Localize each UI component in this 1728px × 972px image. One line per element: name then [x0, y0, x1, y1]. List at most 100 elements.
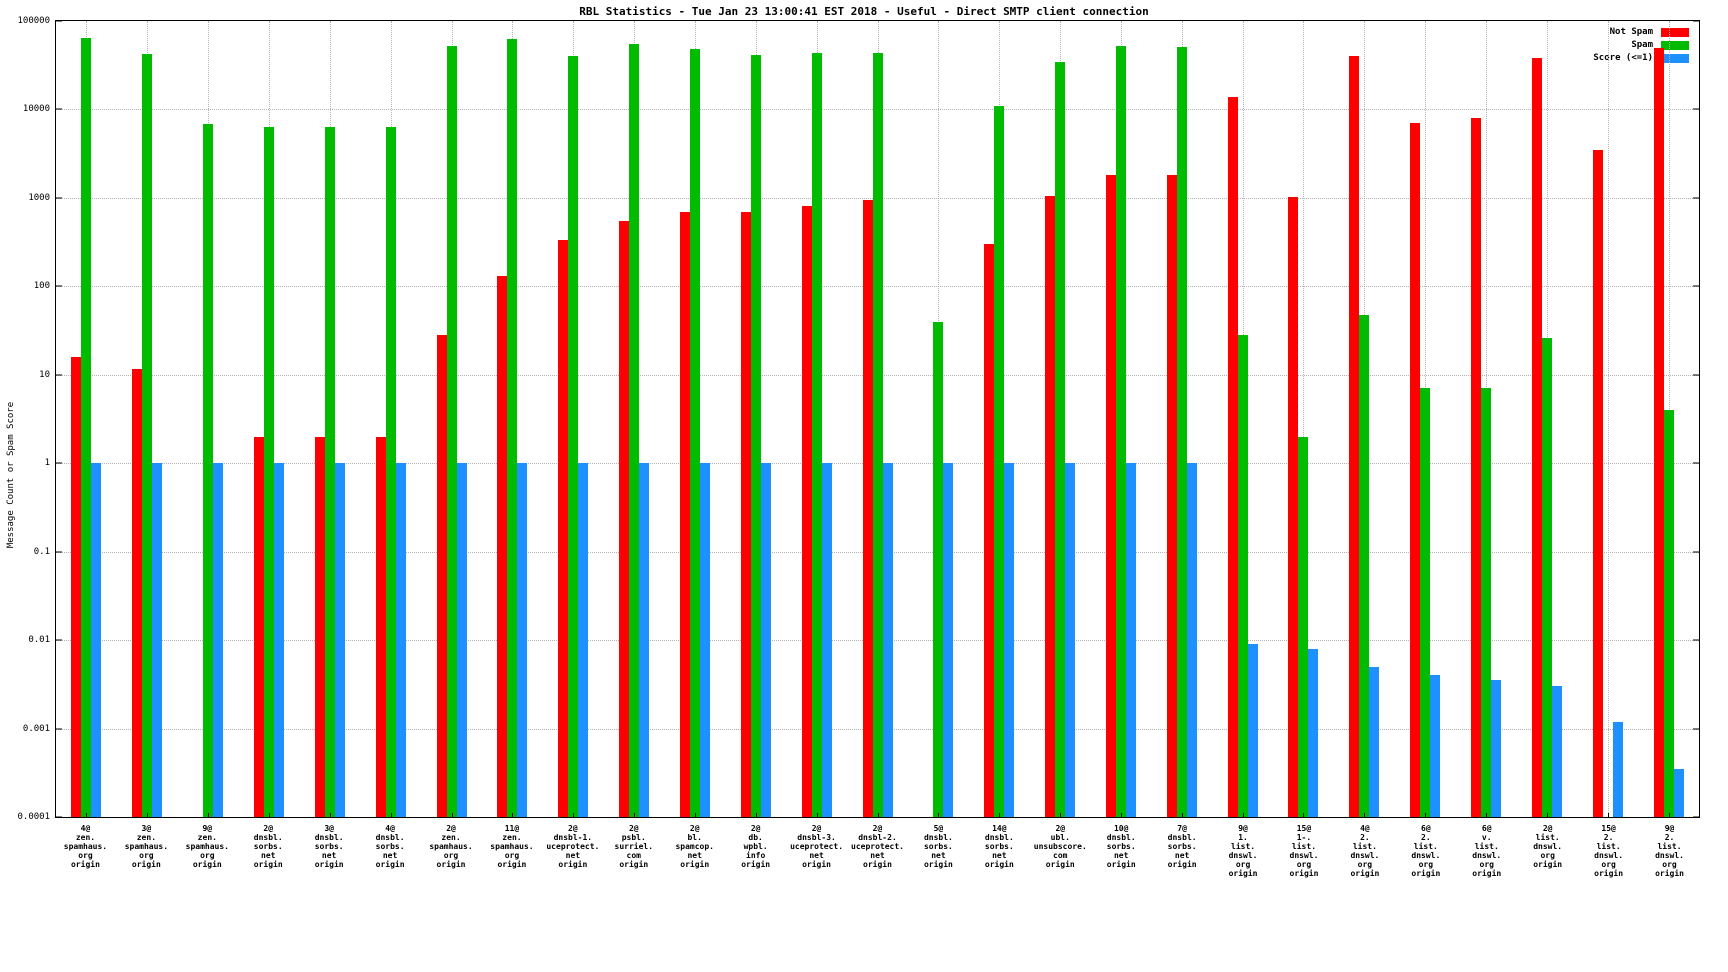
y-tick-label: 0.01 [28, 635, 50, 646]
bar-group [984, 21, 1015, 817]
x-tick-label: 4@ dnsbl. sorbs. net origin [375, 824, 405, 869]
bar-score-1 [821, 463, 832, 817]
bar-spam [689, 49, 700, 817]
bar-group [1105, 21, 1136, 817]
bar-not-spam [801, 205, 812, 817]
bar-spam [811, 53, 822, 817]
x-tick-label: 9@ 2. list. dnswl. org origin [1655, 824, 1684, 878]
bar-score-1 [91, 463, 102, 817]
x-tick-label: 2@ dnsbl-2. uceprotect. net origin [851, 824, 904, 869]
x-tick-label: 2@ bl. spamcop. net origin [675, 824, 714, 869]
bar-score-1 [699, 463, 710, 817]
bar-spam [263, 127, 274, 817]
x-tick-label: 4@ zen. spamhaus. org origin [63, 824, 108, 869]
bar-score-1 [213, 463, 224, 817]
x-tick-label: 15@ 2. list. dnswl. org origin [1594, 824, 1624, 878]
bar-spam [1541, 338, 1552, 817]
bar-score-1 [639, 463, 650, 817]
y-tick-mark [56, 197, 62, 199]
bar-not-spam [1105, 175, 1116, 817]
chart-title: RBL Statistics - Tue Jan 23 13:00:41 EST… [579, 5, 1149, 18]
bar-group [1410, 21, 1441, 817]
bar-spam [872, 52, 883, 817]
x-tick-mark [694, 813, 696, 818]
x-tick-mark [573, 813, 575, 818]
x-tick-label: 15@ 1-. list. dnswl. org origin [1289, 824, 1319, 878]
bar-spam [1237, 335, 1248, 817]
bar-score-1 [456, 463, 467, 817]
y-tick-label: 100 [33, 281, 50, 292]
x-tick-label: 2@ dnsbl-3. uceprotect. net origin [790, 824, 844, 869]
bar-spam [446, 46, 457, 817]
bar-spam [1481, 388, 1492, 817]
legend-swatch-not-spam [1661, 27, 1689, 37]
x-tick-mark [390, 813, 392, 818]
bar-score-1 [395, 463, 406, 817]
x-tick-mark [1364, 813, 1366, 818]
x-tick-label: 6@ 2. list. dnswl. org origin [1411, 824, 1441, 878]
bar-spam [1359, 314, 1370, 817]
bar-not-spam [314, 436, 325, 817]
bar-spam [81, 37, 92, 817]
y-tick-mark [56, 816, 62, 818]
bar-score-1 [1125, 463, 1136, 817]
bar-not-spam [1349, 56, 1360, 817]
x-tick-label: 10@ dnsbl. sorbs. net origin [1106, 824, 1136, 869]
x-tick-mark [329, 813, 331, 818]
bar-not-spam [1227, 96, 1238, 817]
x-tick-label: 2@ dnsbl. sorbs. net origin [253, 824, 283, 869]
bar-group [801, 21, 832, 817]
bar-score-1 [578, 463, 589, 817]
legend-label-spam: Spam [1631, 40, 1653, 50]
y-tick-label: 1 [44, 458, 50, 469]
bar-group [1166, 21, 1197, 817]
bar-group [71, 21, 102, 817]
y-tick-mark [1693, 20, 1699, 22]
bar-not-spam [253, 436, 264, 817]
x-tick-mark [1425, 813, 1427, 818]
y-tick-mark [56, 639, 62, 641]
x-tick-label: 11@ zen. spamhaus. org origin [490, 824, 534, 869]
x-tick-mark [877, 813, 879, 818]
bar-spam [1298, 436, 1309, 817]
x-tick-mark [634, 813, 636, 818]
legend-label-score: Score (<=1) [1593, 53, 1653, 63]
bar-group [314, 21, 345, 817]
bar-not-spam [558, 240, 569, 817]
bar-score-1 [1551, 686, 1562, 817]
x-tick-mark [1060, 813, 1062, 818]
y-tick-label: 10 [39, 369, 50, 380]
bar-spam [1420, 388, 1431, 817]
x-tick-label: 2@ psbl. surriel. com origin [614, 824, 654, 869]
x-tick-mark [1181, 813, 1183, 818]
x-tick-label: 3@ dnsbl. sorbs. net origin [314, 824, 344, 869]
x-tick-mark [208, 813, 210, 818]
x-tick-mark [938, 813, 940, 818]
x-tick-label: 2@ list. dnswl. org origin [1533, 824, 1563, 869]
x-tick-label: 9@ zen. spamhaus. org origin [185, 824, 229, 869]
x-tick-label: 5@ dnsbl. sorbs. net origin [923, 824, 953, 869]
bar-not-spam [1288, 196, 1299, 817]
bar-score-1 [1004, 463, 1015, 817]
y-tick-mark [56, 108, 62, 110]
bar-score-1 [273, 463, 284, 817]
bar-group [1288, 21, 1319, 817]
y-tick-mark [56, 20, 62, 22]
bar-not-spam [1410, 123, 1421, 817]
y-tick-label: 0.001 [22, 723, 50, 734]
legend-swatch-score [1661, 53, 1689, 63]
bar-score-1 [1247, 644, 1258, 817]
bar-score-1 [1612, 721, 1623, 817]
bar-spam [324, 127, 335, 817]
bar-score-1 [1673, 768, 1684, 817]
bar-not-spam [679, 211, 690, 817]
bar-not-spam [984, 244, 995, 817]
y-tick-mark [1693, 197, 1699, 199]
x-tick-mark [1607, 813, 1609, 818]
x-tick-mark [1242, 813, 1244, 818]
bar-group [375, 21, 406, 817]
bar-not-spam [1166, 175, 1177, 817]
bar-score-1 [1186, 463, 1197, 817]
y-tick-label: 100000 [17, 16, 50, 26]
